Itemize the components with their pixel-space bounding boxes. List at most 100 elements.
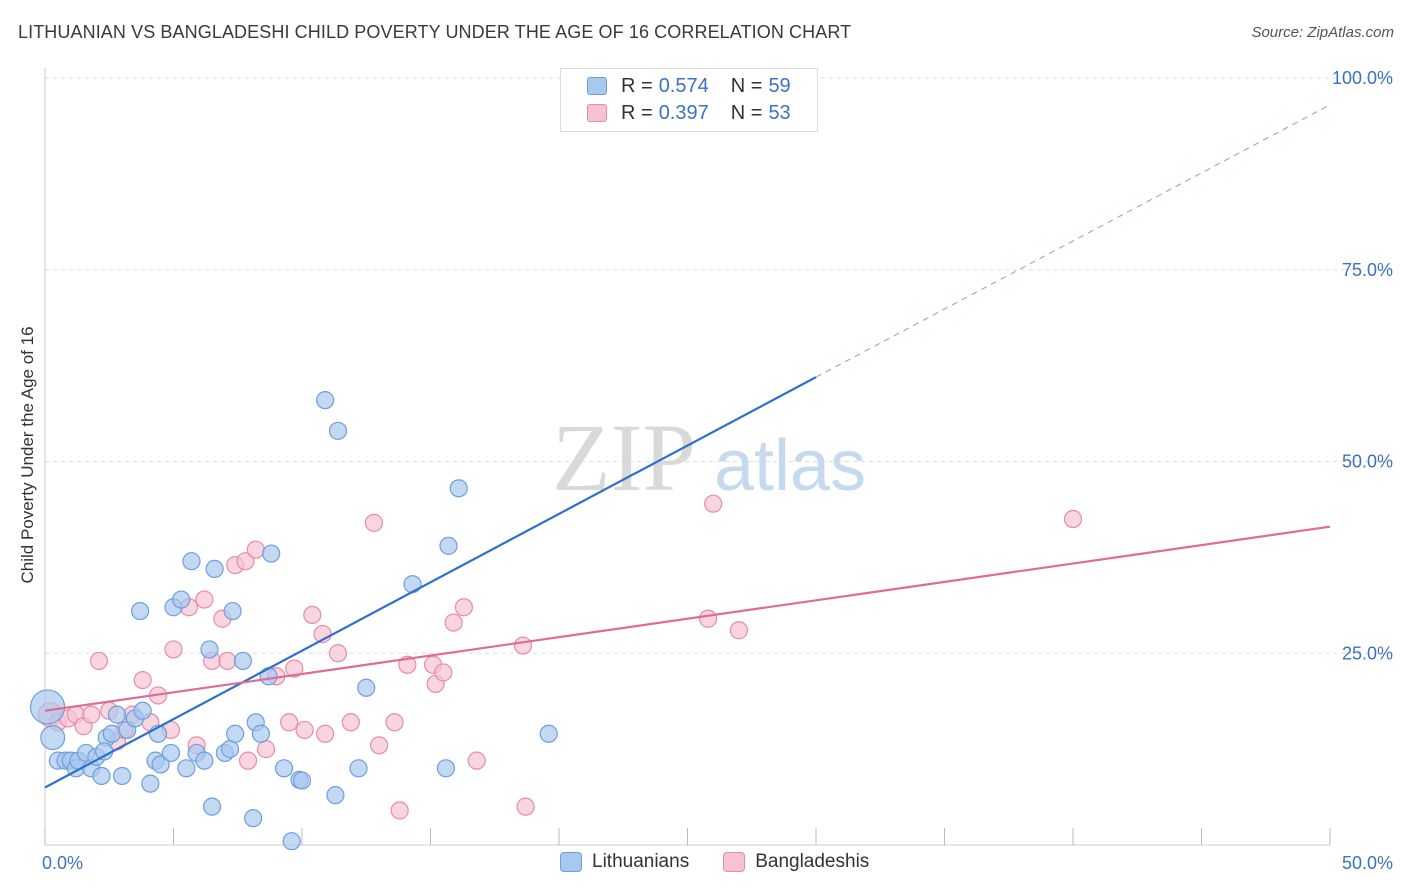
lithuanians-point-23 [161, 743, 181, 763]
bangladeshis-point-26 [256, 740, 276, 759]
lithuanians-point-26 [177, 759, 196, 778]
bangladeshis-point-36 [364, 513, 384, 532]
bangladeshis-point-23 [236, 552, 255, 571]
legend-item-lithuanians[interactable]: Lithuanians [560, 851, 689, 873]
lithuanians-n-value: 59 [768, 74, 791, 97]
lithuanians-trend-extension [815, 104, 1331, 378]
lithuanians-point-22 [151, 755, 170, 774]
bangladeshis-point-28 [280, 713, 299, 732]
lithuanians-point-38 [244, 809, 263, 828]
lithuanians-point-55 [539, 724, 558, 743]
lithuanians-point-14 [112, 766, 132, 786]
lithuanians-point-12 [102, 724, 121, 743]
lithuanians-point-36 [226, 724, 245, 743]
lithuanians-point-30 [200, 640, 219, 659]
lithuanians-point-46 [316, 391, 335, 410]
series-legend: Lithuanians Bangladeshis [560, 851, 903, 873]
bangladeshis-point-38 [385, 713, 404, 732]
lithuanians-point-37 [233, 651, 252, 671]
lithuanians-point-25 [172, 590, 191, 609]
lithuanians-legend-swatch [560, 852, 582, 872]
y-tick-label-100: 100.0% [1332, 68, 1393, 88]
lithuanians-point-52 [436, 759, 456, 778]
bangladeshis-point-39 [390, 801, 409, 820]
watermark-zip: ZIP [552, 404, 696, 511]
bangladeshis-swatch [587, 104, 607, 122]
stats-legend: R = 0.574 N = 59 R = 0.397 N = 53 [560, 68, 818, 132]
n-label: N = [730, 101, 763, 124]
lithuanians-point-43 [274, 759, 294, 778]
lithuanians-point-1 [40, 725, 66, 751]
bangladeshis-n-value: 53 [768, 101, 791, 124]
bangladeshis-legend-swatch [723, 852, 746, 872]
bangladeshis-point-25 [246, 540, 265, 559]
bangladeshis-point-35 [341, 713, 360, 732]
lithuanians-point-19 [141, 774, 160, 793]
lithuanians-point-29 [195, 751, 214, 770]
lithuanians-swatch [587, 77, 607, 95]
lithuanians-point-49 [349, 759, 368, 778]
lithuanians-point-27 [182, 552, 201, 571]
chart-title: LITHUANIAN VS BANGLADESHI CHILD POVERTY … [18, 22, 852, 42]
x-tick-label-50: 50.0% [1342, 853, 1393, 873]
trend-lines [44, 104, 1331, 789]
lithuanians-point-34 [220, 740, 240, 759]
lithuanians-point-57 [292, 771, 312, 790]
lithuanians-point-54 [449, 479, 468, 498]
bangladeshis-point-24 [238, 751, 258, 770]
lithuanians-r-value: 0.574 [658, 74, 709, 97]
legend-row-lithuanians: R = 0.574 N = 59 [587, 73, 791, 99]
lithuanians-points [29, 68, 792, 851]
y-tick-label-75: 75.0% [1342, 260, 1393, 280]
watermark: ZIP atlas [552, 404, 866, 511]
lithuanians-point-51 [403, 575, 422, 594]
bangladeshis-point-43 [434, 663, 453, 682]
lithuanians-point-48 [328, 421, 348, 440]
bangladeshis-point-44 [444, 613, 463, 632]
lithuanians-point-17 [133, 701, 152, 720]
bangladeshis-point-31 [303, 605, 322, 625]
watermark-atlas: atlas [714, 426, 866, 506]
lithuanians-point-13 [107, 705, 127, 724]
bangladeshis-point-15 [164, 640, 183, 659]
lithuanians-point-35 [223, 601, 242, 621]
lithuanians-point-50 [357, 678, 376, 697]
source-credit: Source: ZipAtlas.com [1251, 24, 1394, 41]
bangladeshis-point-46 [467, 751, 486, 770]
bangladeshis-point-37 [370, 736, 389, 755]
lithuanians-legend-label: Lithuanians [592, 851, 690, 872]
bangladeshis-point-34 [328, 644, 348, 663]
lithuanians-point-44 [282, 832, 301, 851]
lithuanians-point-47 [326, 786, 345, 805]
bangladeshis-point-11 [133, 670, 152, 690]
y-tick-label-25: 25.0% [1342, 643, 1393, 663]
lithuanians-point-42 [262, 544, 281, 563]
bangladeshis-point-33 [316, 724, 335, 743]
bangladeshis-point-30 [295, 720, 314, 740]
legend-row-bangladeshis: R = 0.397 N = 53 [587, 100, 791, 126]
n-label: N = [730, 74, 763, 97]
bangladeshis-point-6 [89, 651, 109, 671]
bangladeshis-legend-label: Bangladeshis [755, 851, 870, 872]
bangladeshis-point-21 [218, 651, 237, 671]
r-label: R = [621, 101, 653, 124]
lithuanians-point-31 [202, 797, 222, 816]
grid-lines [45, 77, 1392, 654]
legend-item-bangladeshis[interactable]: Bangladeshis [723, 851, 869, 873]
bangladeshis-point-49 [698, 609, 718, 628]
bangladeshis-point-52 [1063, 509, 1083, 529]
y-tick-label-50: 50.0% [1342, 452, 1393, 472]
bangladeshis-point-45 [454, 598, 474, 617]
bangladeshis-trend-line [44, 525, 1331, 712]
bangladeshis-point-5 [82, 705, 101, 724]
lithuanians-point-0 [29, 689, 66, 725]
y-axis-label: Child Poverty Under the Age of 16 [18, 326, 37, 584]
tick-labels: 25.0% 50.0% 75.0% 100.0% 0.0% 50.0% [42, 68, 1393, 873]
bangladeshis-r-value: 0.397 [658, 101, 709, 124]
bangladeshis-point-51 [729, 621, 749, 640]
lithuanians-trend-line [44, 376, 817, 789]
lithuanians-point-53 [439, 536, 458, 555]
lithuanians-point-10 [92, 766, 111, 786]
lithuanians-point-40 [251, 724, 270, 743]
